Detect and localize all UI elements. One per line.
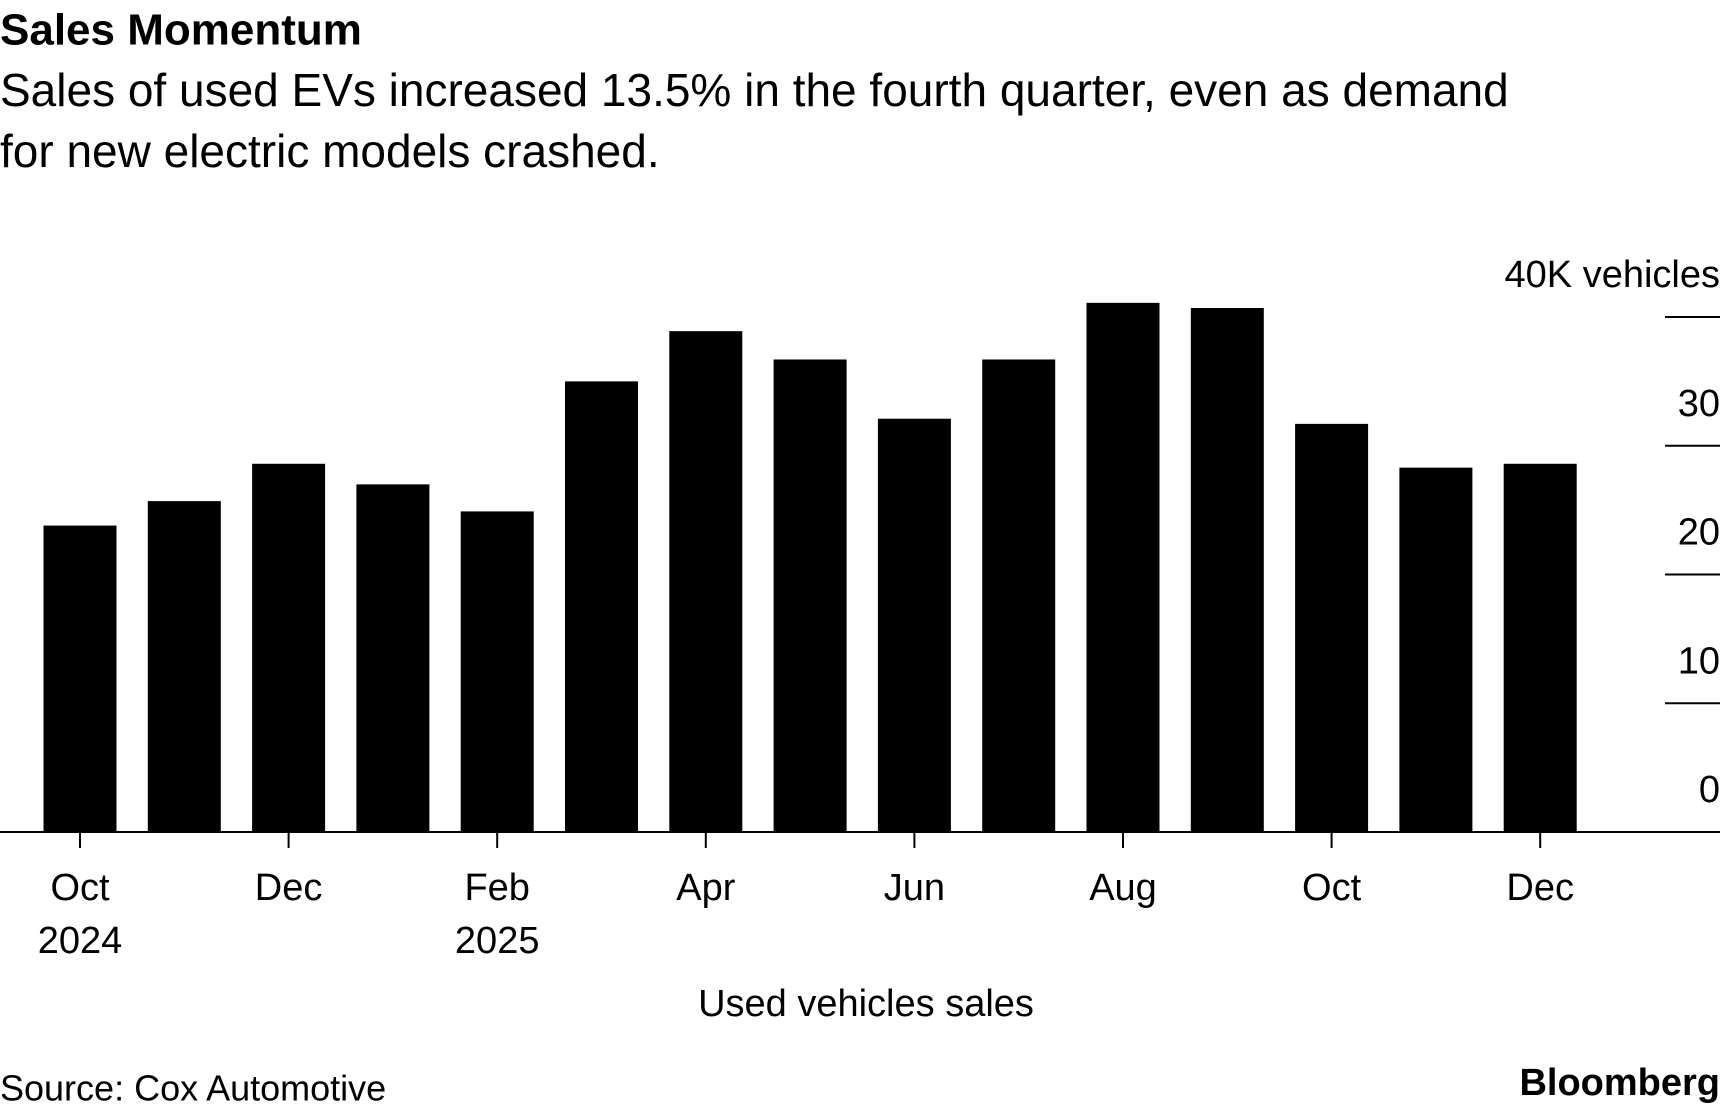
bar (1086, 302, 1160, 832)
x-tick-label: Oct (50, 867, 110, 909)
bar (1503, 463, 1577, 832)
y-tick-label: 0 (1699, 769, 1720, 811)
source: Source: Cox Automotive (0, 1068, 386, 1109)
chart-title: Sales Momentum (0, 6, 362, 55)
bar (982, 359, 1056, 832)
bar (460, 511, 534, 832)
bar (43, 525, 117, 832)
x-tick-year: 2024 (38, 920, 123, 962)
brand: Bloomberg (1519, 1062, 1720, 1104)
x-tick-label: Apr (676, 867, 735, 909)
x-tick-label: Feb (464, 867, 529, 909)
bar (1399, 467, 1473, 832)
x-tick-label: Jun (884, 867, 945, 909)
legend-label: Used vehicles sales (698, 983, 1034, 1025)
x-tick-label: Dec (1506, 867, 1574, 909)
x-tick-label: Aug (1089, 867, 1157, 909)
bar (356, 484, 430, 832)
bar (147, 501, 221, 832)
bar (877, 418, 951, 832)
bar (252, 463, 326, 832)
chart-subtitle: Sales of used EVs increased 13.5% in the… (0, 64, 1509, 116)
y-tick-label: 10 (1678, 640, 1720, 682)
x-tick-label: Oct (1302, 867, 1362, 909)
bar (1190, 307, 1264, 832)
y-tick-label: 20 (1678, 512, 1720, 554)
x-tick-label: Dec (255, 867, 323, 909)
x-tick-year: 2025 (455, 920, 540, 962)
y-tick-label: 40K vehicles (1505, 254, 1720, 296)
bar (1295, 423, 1369, 832)
bar (565, 381, 638, 832)
bar (669, 331, 743, 832)
bar (773, 359, 847, 832)
y-tick-label: 30 (1678, 383, 1720, 425)
chart-subtitle: for new electric models crashed. (0, 125, 660, 177)
